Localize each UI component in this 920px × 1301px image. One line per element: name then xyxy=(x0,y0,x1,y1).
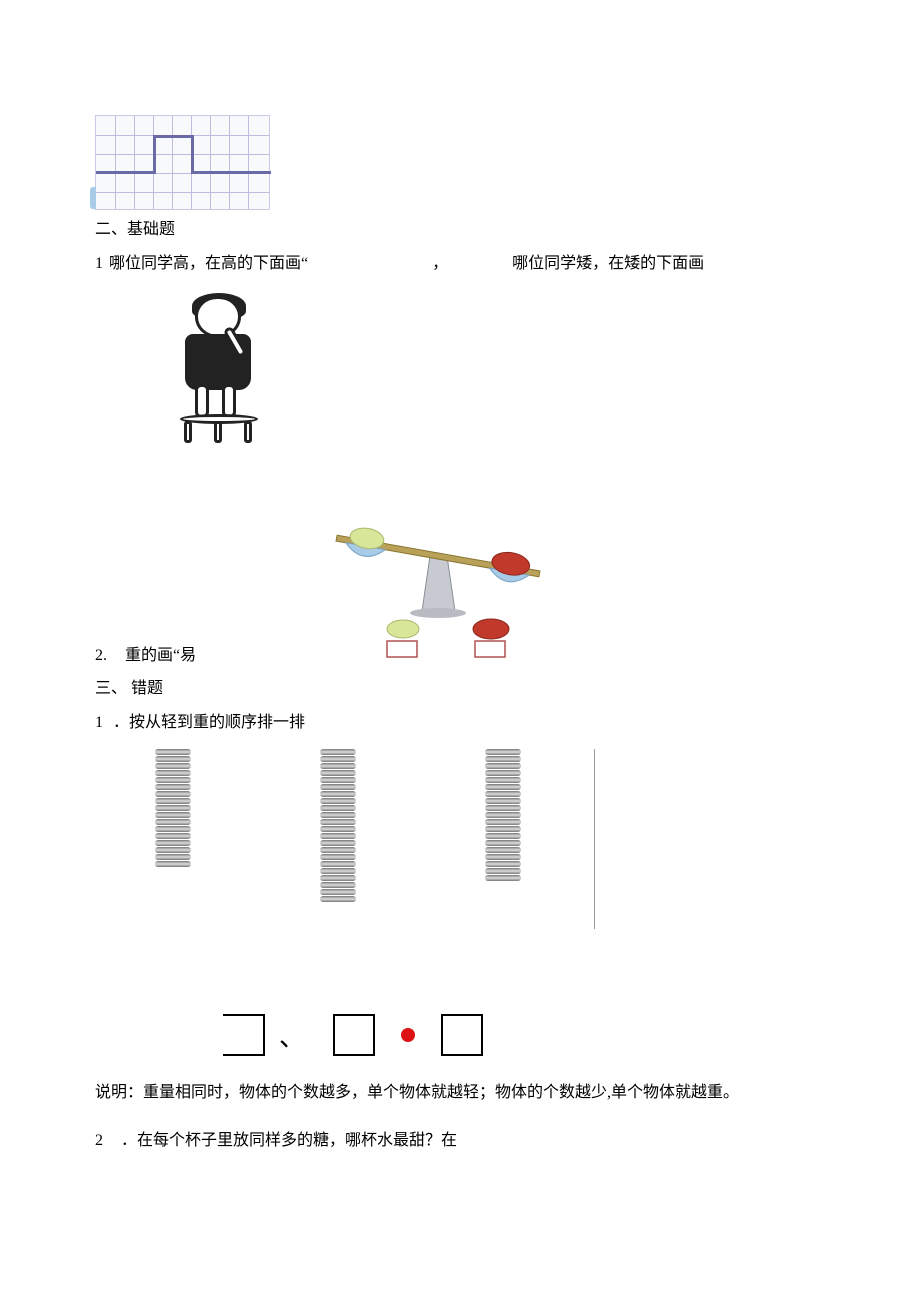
stool-leg xyxy=(214,421,222,443)
section3-q2: 2 ．在每个杯子里放同样多的糖，哪杯水最甜？在 xyxy=(95,1127,825,1155)
answer-boxes-row: 、 xyxy=(155,1009,825,1061)
spring-1 xyxy=(155,749,191,868)
q1-prefix: 1 xyxy=(95,255,103,272)
balance-scale-svg xyxy=(305,521,565,661)
springs-figure xyxy=(125,749,595,929)
grid-left-tab xyxy=(90,187,96,209)
section2-q1: 1 哪位同学高，在高的下面画“ ， 哪位同学矮，在矮的下面画 xyxy=(95,250,825,278)
q1-comma: ， xyxy=(432,255,448,272)
explanation: 说明：重量相同时，物体的个数越多，单个物体就越轻；物体的个数越少,单个物体就越重… xyxy=(95,1079,825,1107)
q1-part-a: 哪位同学高，在高的下面画“ xyxy=(109,255,308,272)
answer-box-3 xyxy=(441,1014,483,1056)
answer-box-2 xyxy=(333,1014,375,1056)
student-leg xyxy=(195,384,209,418)
s3-q2-num: 2 xyxy=(95,1132,103,1149)
s3-q1-text: ．按从轻到重的顺序排一排 xyxy=(113,714,305,731)
stool-leg xyxy=(184,421,192,443)
section2-heading: 二、基础题 xyxy=(95,216,825,244)
stool-leg xyxy=(244,421,252,443)
answer-box-1 xyxy=(223,1014,265,1056)
section3-q1: 1 ．按从轻到重的顺序排一排 xyxy=(95,709,825,737)
q1-part-b: 哪位同学矮，在矮的下面画 xyxy=(512,255,704,272)
separator-1: 、 xyxy=(279,1017,305,1054)
explain-text: 重量相同时，物体的个数越多，单个物体就越轻；物体的个数越少,单个物体就越重。 xyxy=(143,1084,739,1101)
grid-figure xyxy=(95,115,270,210)
document-body: 二、基础题 1 哪位同学高，在高的下面画“ ， 哪位同学矮，在矮的下面画 xyxy=(95,115,825,1155)
student-figure xyxy=(140,296,290,451)
section3-heading: 三、 错题 xyxy=(95,675,825,703)
spring-3 xyxy=(485,749,521,882)
spring-2 xyxy=(320,749,356,903)
s3-q1-num: 1 xyxy=(95,714,103,731)
q2-text: 重的画“易 xyxy=(125,641,196,665)
s3-q2-text: ．在每个杯子里放同样多的糖，哪杯水最甜？在 xyxy=(121,1132,457,1149)
balance-scale-figure xyxy=(305,521,565,661)
q2-number: 2. xyxy=(95,647,107,665)
explain-label: 说明： xyxy=(95,1084,143,1101)
student-leg xyxy=(222,384,236,418)
red-dot-icon xyxy=(401,1028,415,1042)
